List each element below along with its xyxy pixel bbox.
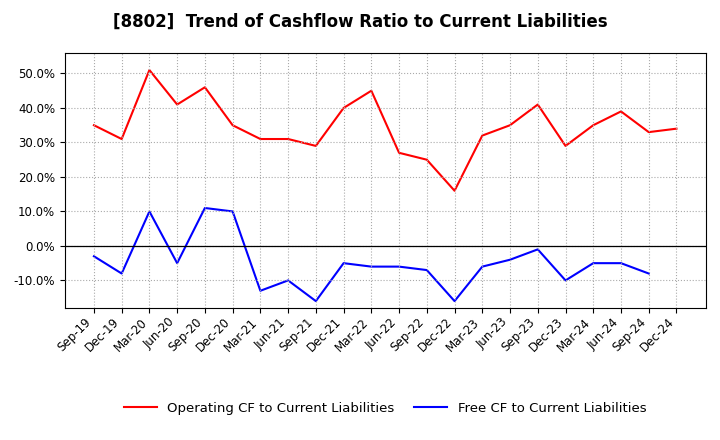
Free CF to Current Liabilities [312,298,320,304]
Operating CF to Current Liabilities [117,136,126,142]
Free CF to Current Liabilities [173,260,181,266]
Operating CF to Current Liabilities [312,143,320,149]
Free CF to Current Liabilities [644,271,653,276]
Free CF to Current Liabilities [228,209,237,214]
Free CF to Current Liabilities [395,264,403,269]
Operating CF to Current Liabilities [644,129,653,135]
Operating CF to Current Liabilities [534,102,542,107]
Operating CF to Current Liabilities [339,105,348,110]
Free CF to Current Liabilities [450,298,459,304]
Free CF to Current Liabilities [589,260,598,266]
Operating CF to Current Liabilities [423,157,431,162]
Operating CF to Current Liabilities [478,133,487,138]
Line: Free CF to Current Liabilities: Free CF to Current Liabilities [94,208,649,301]
Operating CF to Current Liabilities [201,84,210,90]
Free CF to Current Liabilities [505,257,514,262]
Free CF to Current Liabilities [616,260,625,266]
Free CF to Current Liabilities [89,253,98,259]
Operating CF to Current Liabilities [616,109,625,114]
Free CF to Current Liabilities [561,278,570,283]
Operating CF to Current Liabilities [173,102,181,107]
Operating CF to Current Liabilities [561,143,570,149]
Line: Operating CF to Current Liabilities: Operating CF to Current Liabilities [94,70,677,191]
Free CF to Current Liabilities [534,247,542,252]
Text: [8802]  Trend of Cashflow Ratio to Current Liabilities: [8802] Trend of Cashflow Ratio to Curren… [113,13,607,31]
Operating CF to Current Liabilities [284,136,292,142]
Operating CF to Current Liabilities [395,150,403,155]
Operating CF to Current Liabilities [505,123,514,128]
Free CF to Current Liabilities [478,264,487,269]
Free CF to Current Liabilities [339,260,348,266]
Operating CF to Current Liabilities [228,123,237,128]
Free CF to Current Liabilities [145,209,154,214]
Operating CF to Current Liabilities [89,123,98,128]
Free CF to Current Liabilities [256,288,265,293]
Free CF to Current Liabilities [284,278,292,283]
Operating CF to Current Liabilities [672,126,681,131]
Free CF to Current Liabilities [117,271,126,276]
Free CF to Current Liabilities [423,268,431,273]
Operating CF to Current Liabilities [589,123,598,128]
Operating CF to Current Liabilities [450,188,459,194]
Operating CF to Current Liabilities [256,136,265,142]
Operating CF to Current Liabilities [145,67,154,73]
Legend: Operating CF to Current Liabilities, Free CF to Current Liabilities: Operating CF to Current Liabilities, Fre… [119,396,652,420]
Free CF to Current Liabilities [367,264,376,269]
Free CF to Current Liabilities [201,205,210,211]
Operating CF to Current Liabilities [367,88,376,93]
